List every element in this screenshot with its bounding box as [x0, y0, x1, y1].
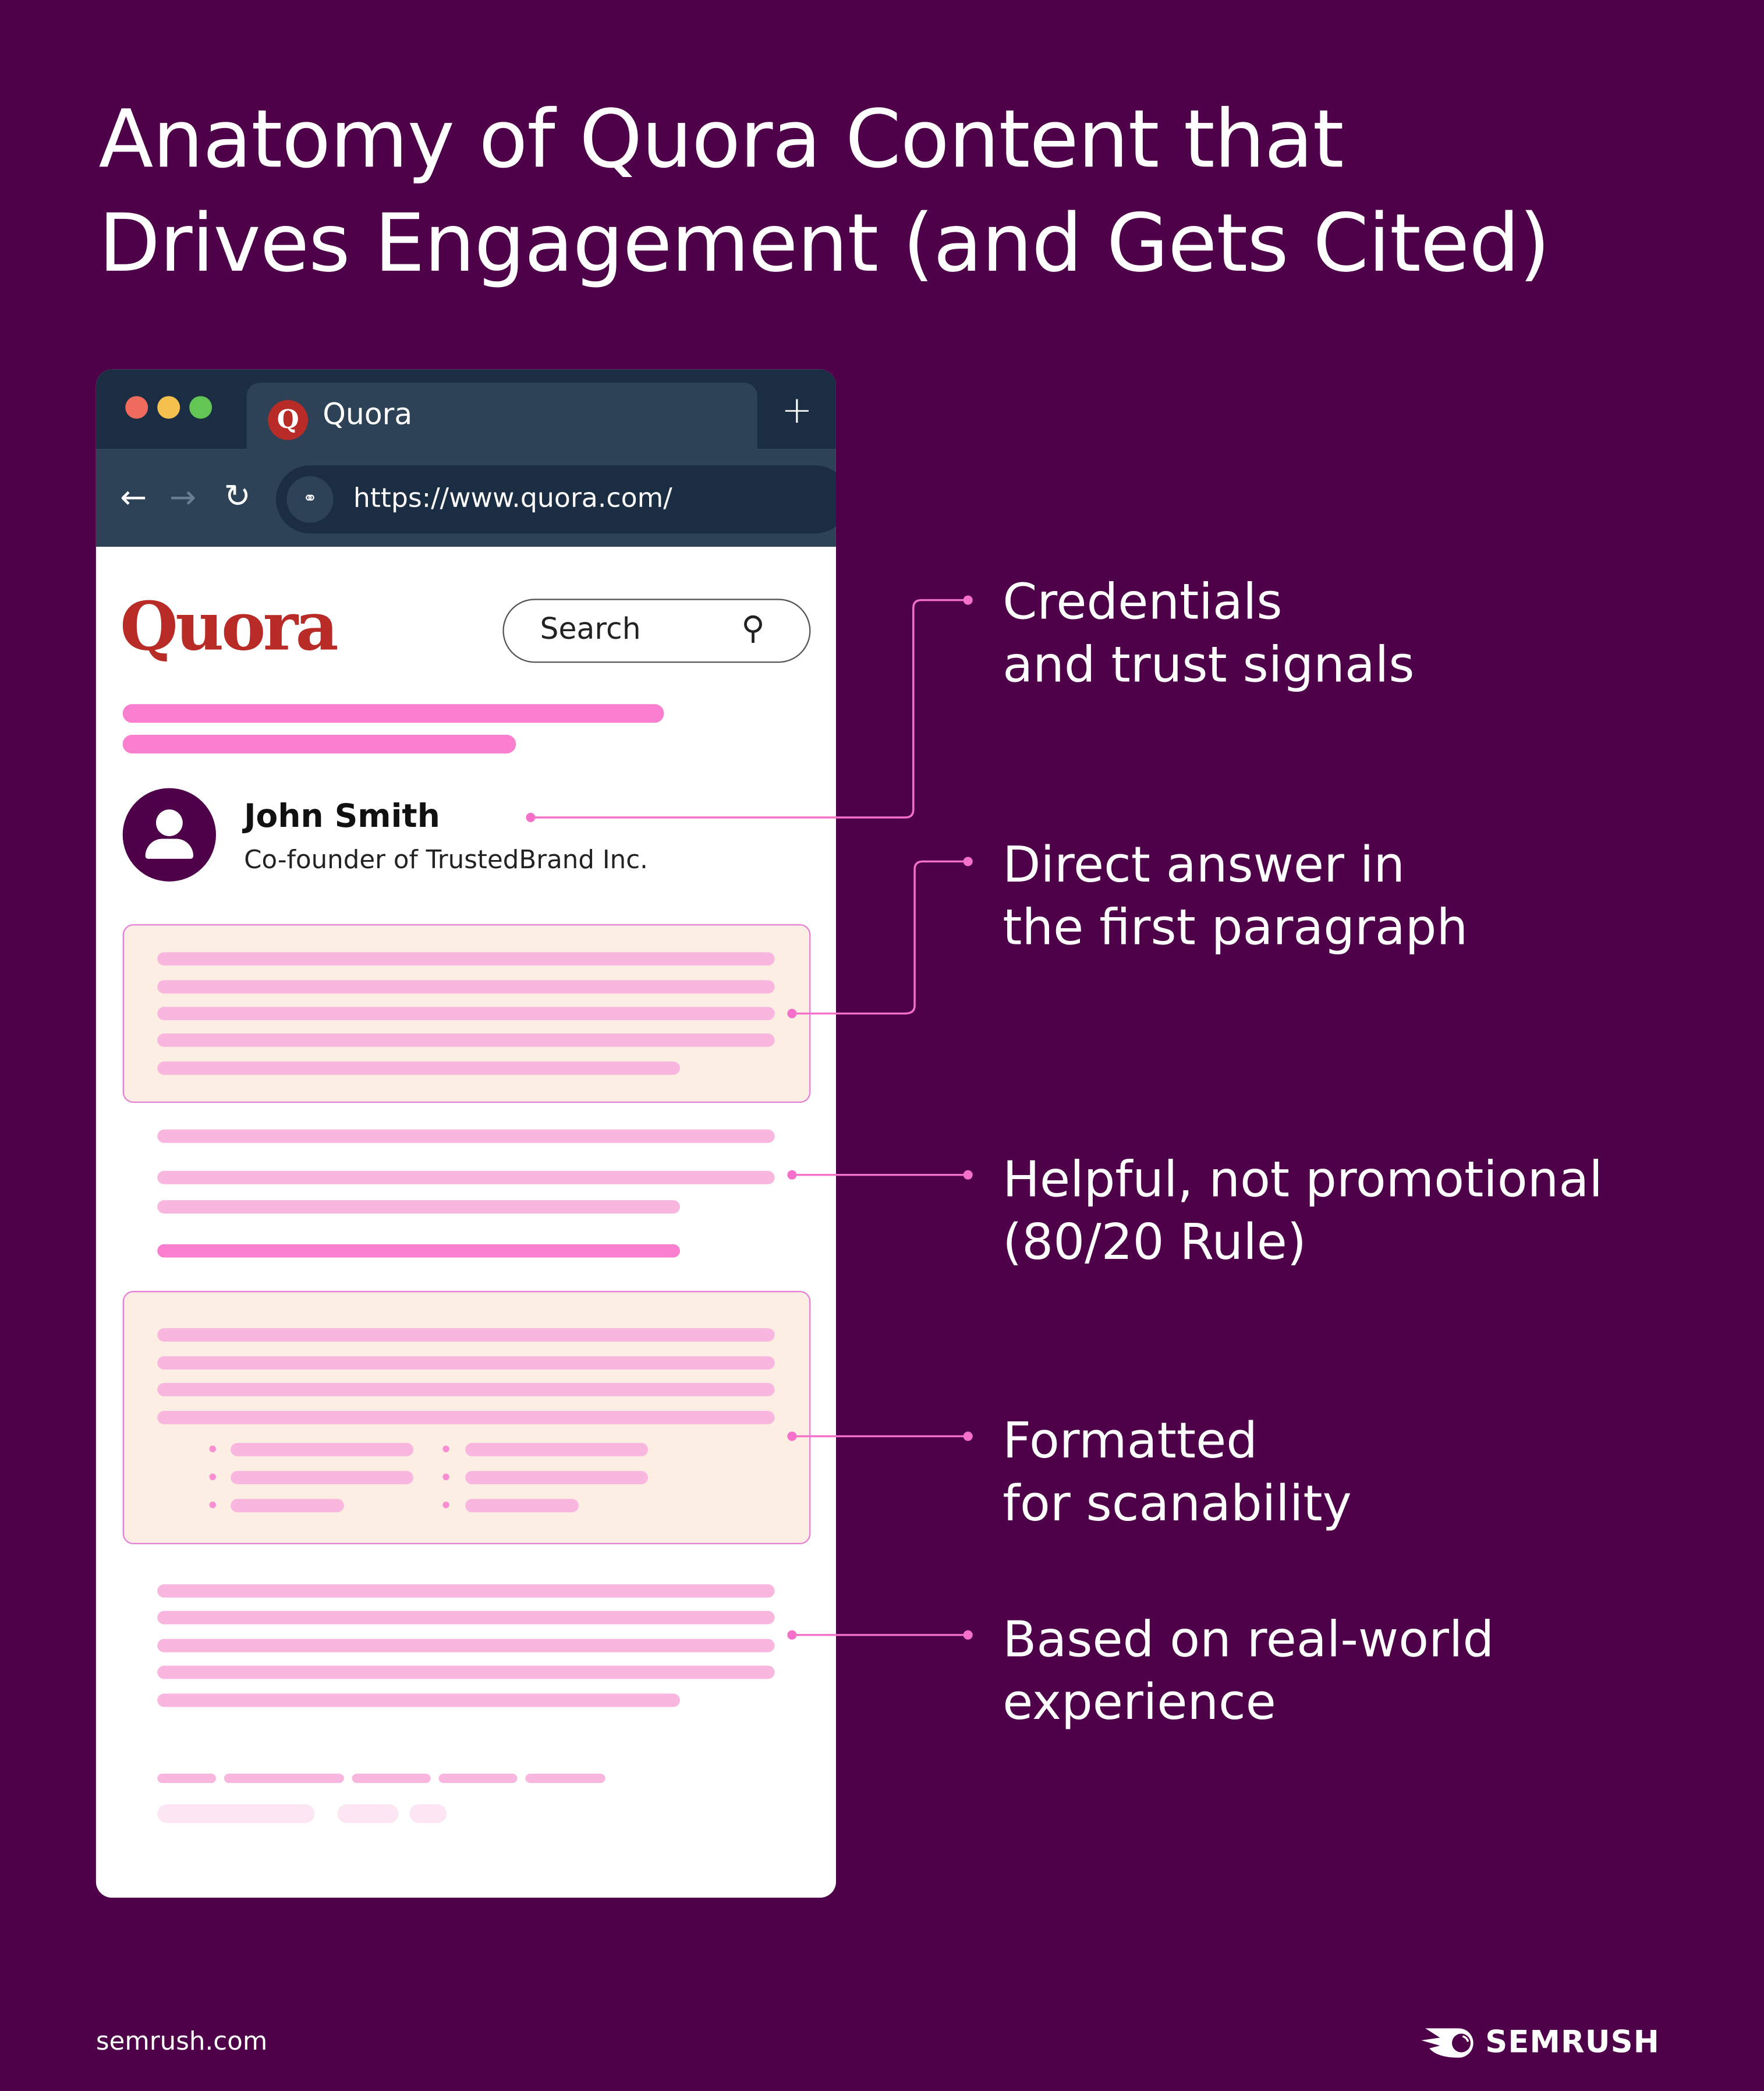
placeholder-text-line — [157, 952, 775, 966]
placeholder-text-line — [157, 1665, 775, 1679]
semrush-fireball-icon — [1421, 2028, 1473, 2058]
annotation-credentials: Credentials and trust signals — [1003, 571, 1414, 696]
url-text: https://www.quora.com/ — [353, 481, 672, 514]
placeholder-text-line — [157, 1411, 775, 1424]
placeholder-text-line — [157, 1693, 681, 1707]
placeholder-text-line — [337, 1804, 399, 1823]
avatar[interactable] — [122, 788, 217, 882]
placeholder-text-line — [224, 1773, 344, 1783]
annotation-helpful: Helpful, not promotional (80/20 Rule) — [1003, 1148, 1603, 1273]
annotation-text: Credentials — [1003, 573, 1283, 631]
placeholder-text-line — [465, 1471, 649, 1484]
browser-window: Q Quora + ← → ↻ ⚭ https://www.quora.com/… — [95, 369, 836, 1898]
placeholder-text-line — [157, 1129, 775, 1143]
semrush-wordmark: SEMRUSH — [1485, 2025, 1660, 2061]
author-name[interactable]: John Smith — [244, 797, 440, 835]
back-arrow-icon[interactable]: ← — [120, 479, 147, 516]
placeholder-text-line — [157, 1639, 775, 1653]
tab-quora[interactable]: Q Quora — [246, 383, 757, 452]
annotation-text: the first paragraph — [1003, 898, 1468, 957]
forward-arrow-icon[interactable]: → — [169, 479, 196, 516]
tab-title: Quora — [323, 398, 413, 433]
question-title-line — [122, 704, 664, 723]
placeholder-text-line — [157, 1061, 681, 1075]
placeholder-text-line — [157, 1328, 775, 1342]
footer-site[interactable]: semrush.com — [95, 2027, 268, 2057]
placeholder-text-line — [231, 1442, 413, 1456]
placeholder-text-line — [157, 1382, 775, 1396]
user-icon-body — [145, 838, 194, 859]
placeholder-text-line — [157, 1033, 775, 1047]
placeholder-text-line — [465, 1442, 649, 1456]
search-placeholder: Search — [540, 613, 641, 647]
annotation-text: and trust signals — [1003, 636, 1415, 694]
annotation-text: Helpful, not promotional — [1003, 1151, 1603, 1208]
title-line-2: Drives Engagement (and Gets Cited) — [98, 197, 1550, 291]
bullet-icon — [442, 1445, 449, 1453]
placeholder-text-line — [157, 1170, 775, 1184]
placeholder-text-line — [157, 1244, 681, 1258]
placeholder-text-line — [231, 1471, 413, 1484]
annotation-text: (80/20 Rule) — [1003, 1213, 1306, 1271]
page-title: Anatomy of Quora Content that Drives Eng… — [98, 88, 1550, 296]
bullet-icon — [209, 1445, 217, 1453]
annotation-experience: Based on real-world experience — [1003, 1608, 1494, 1733]
annotation-text: Based on real-world — [1003, 1611, 1494, 1669]
bullet-icon — [209, 1501, 217, 1509]
annotation-text: Formatted — [1003, 1412, 1258, 1470]
user-icon — [155, 809, 183, 836]
placeholder-text-line — [157, 1356, 775, 1370]
reload-icon[interactable]: ↻ — [224, 477, 251, 515]
site-settings-icon[interactable]: ⚭ — [286, 476, 334, 523]
placeholder-text-line — [157, 1804, 315, 1823]
title-line-1: Anatomy of Quora Content that — [98, 93, 1344, 187]
address-bar[interactable]: ⚭ https://www.quora.com/ — [276, 465, 836, 534]
placeholder-text-line — [157, 1200, 681, 1214]
maximize-window-button[interactable] — [189, 396, 212, 419]
annotation-text: Direct answer in — [1003, 836, 1405, 894]
search-input[interactable]: Search ⚲ — [502, 599, 811, 663]
annotation-text: for scanability — [1003, 1474, 1352, 1533]
question-title-line — [122, 734, 516, 753]
quora-page: Quora Search ⚲ John Smith Co-founder of … — [95, 546, 836, 1898]
author-credential: Co-founder of TrustedBrand Inc. — [244, 845, 649, 875]
bullet-icon — [442, 1473, 449, 1481]
annotation-formatted: Formatted for scanability — [1003, 1410, 1352, 1535]
placeholder-text-line — [157, 1773, 217, 1783]
placeholder-text-line — [157, 1007, 775, 1021]
bullet-icon — [442, 1501, 449, 1509]
close-window-button[interactable] — [125, 396, 148, 419]
annotation-text: experience — [1003, 1673, 1276, 1731]
placeholder-text-line — [525, 1773, 605, 1783]
placeholder-text-line — [231, 1499, 344, 1513]
bullet-icon — [209, 1473, 217, 1481]
minimize-window-button[interactable] — [157, 396, 180, 419]
placeholder-text-line — [157, 1611, 775, 1625]
quora-favicon: Q — [268, 400, 309, 440]
browser-titlebar: Q Quora + — [95, 369, 836, 452]
search-icon[interactable]: ⚲ — [741, 609, 765, 647]
browser-toolbar: ← → ↻ ⚭ https://www.quora.com/ — [95, 449, 836, 547]
placeholder-text-line — [352, 1773, 431, 1783]
semrush-logo: SEMRUSH — [1421, 2023, 1660, 2063]
annotation-direct-answer: Direct answer in the first paragraph — [1003, 833, 1468, 958]
quora-logo[interactable]: Quora — [120, 586, 339, 666]
placeholder-text-line — [409, 1804, 447, 1823]
placeholder-text-line — [157, 980, 775, 994]
placeholder-text-line — [157, 1584, 775, 1598]
placeholder-text-line — [465, 1499, 579, 1513]
placeholder-text-line — [438, 1773, 518, 1783]
new-tab-button[interactable]: + — [781, 388, 813, 433]
